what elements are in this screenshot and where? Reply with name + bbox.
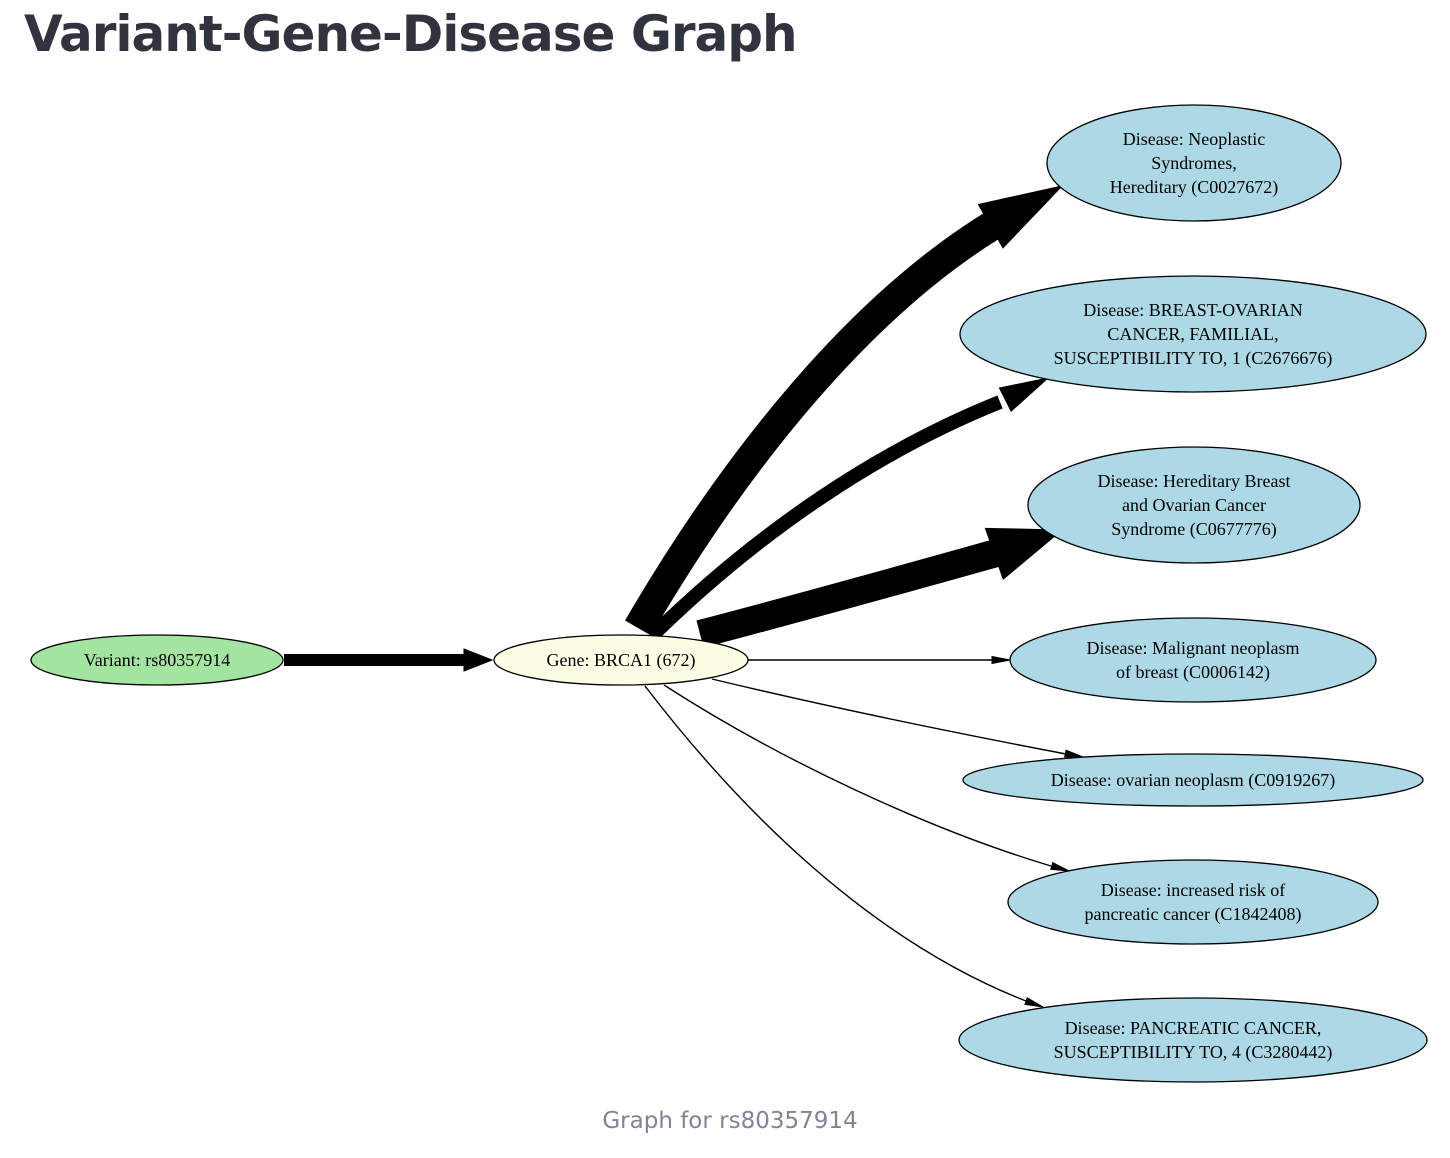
node-label: of breast (C0006142) bbox=[1116, 662, 1270, 683]
disease-node-2[interactable]: Disease: BREAST-OVARIAN CANCER, FAMILIAL,… bbox=[959, 275, 1427, 393]
edge-line bbox=[644, 685, 1027, 1002]
node-shape bbox=[962, 753, 1424, 807]
node-shape bbox=[958, 997, 1428, 1083]
disease-node-6[interactable]: Disease: increased risk of pancreatic can… bbox=[1007, 859, 1379, 945]
node-shape bbox=[1007, 859, 1379, 945]
edge-arrowhead bbox=[984, 527, 1064, 580]
node-label: Gene: BRCA1 (672) bbox=[547, 650, 696, 671]
edge-line bbox=[625, 201, 1018, 636]
node-shape bbox=[959, 275, 1427, 393]
variant-gene-disease-graph: Variant: rs80357914 Gene: BRCA1 (672) Dise… bbox=[30, 104, 1428, 1083]
disease-node-5[interactable]: Disease: ovarian neoplasm (C0919267) bbox=[962, 753, 1424, 807]
graph-caption: Graph for rs80357914 bbox=[602, 1108, 858, 1134]
edge-line bbox=[647, 395, 1003, 641]
node-shape bbox=[1009, 617, 1377, 703]
page-title: Variant-Gene-Disease Graph bbox=[24, 5, 798, 63]
node-label: Disease: BREAST-OVARIAN bbox=[1083, 300, 1303, 320]
node-label: Syndrome (C0677776) bbox=[1111, 519, 1277, 540]
edge-arrowhead bbox=[1024, 997, 1044, 1008]
edge-gene-to-disease-1 bbox=[625, 185, 1064, 636]
node-label: Variant: rs80357914 bbox=[84, 650, 230, 670]
edge-gene-to-disease-6 bbox=[663, 684, 1070, 872]
node-label: Disease: Hereditary Breast bbox=[1098, 471, 1291, 491]
node-label: SUSCEPTIBILITY TO, 4 (C3280442) bbox=[1054, 1042, 1333, 1063]
disease-node-3[interactable]: Disease: Hereditary Breast and Ovarian Ca… bbox=[1027, 446, 1361, 564]
node-label: Syndromes, bbox=[1151, 153, 1237, 173]
edge-gene-to-disease-3 bbox=[696, 527, 1064, 648]
edge-arrowhead bbox=[1050, 861, 1070, 872]
disease-node-1[interactable]: Disease: Neoplastic Syndromes, Hereditary … bbox=[1046, 104, 1342, 222]
node-shape bbox=[1027, 446, 1361, 564]
edge-gene-to-disease-2 bbox=[647, 377, 1050, 641]
node-label: Hereditary (C0027672) bbox=[1110, 177, 1278, 198]
edge-arrowhead bbox=[1064, 749, 1084, 758]
edge-gene-to-disease-5 bbox=[711, 678, 1084, 758]
node-label: Disease: PANCREATIC CANCER, bbox=[1065, 1018, 1322, 1038]
node-label: SUSCEPTIBILITY TO, 1 (C2676676) bbox=[1054, 348, 1333, 369]
node-label: CANCER, FAMILIAL, bbox=[1107, 324, 1278, 344]
node-label: Disease: ovarian neoplasm (C0919267) bbox=[1051, 770, 1335, 791]
node-label: pancreatic cancer (C1842408) bbox=[1085, 904, 1302, 925]
disease-node-4[interactable]: Disease: Malignant neoplasm of breast (C0… bbox=[1009, 617, 1377, 703]
edge-line bbox=[663, 684, 1052, 867]
edge-variant-to-gene bbox=[284, 648, 494, 672]
edge-line bbox=[711, 678, 1067, 755]
variant-node[interactable]: Variant: rs80357914 bbox=[30, 634, 284, 686]
node-label: Disease: increased risk of bbox=[1101, 880, 1285, 900]
edge-arrowhead bbox=[991, 655, 1011, 665]
graph-nodes: Variant: rs80357914 Gene: BRCA1 (672) Dise… bbox=[30, 104, 1428, 1083]
node-shape bbox=[1046, 104, 1342, 222]
node-label: and Ovarian Cancer bbox=[1122, 495, 1266, 515]
node-label: Disease: Neoplastic bbox=[1123, 129, 1265, 149]
edge-arrowhead bbox=[463, 648, 494, 672]
edge-gene-to-disease-7 bbox=[644, 685, 1044, 1008]
node-label: Disease: Malignant neoplasm bbox=[1087, 638, 1300, 658]
graph-edges bbox=[284, 185, 1084, 1008]
edge-arrowhead bbox=[998, 377, 1050, 412]
node-shape bbox=[493, 634, 749, 686]
node-shape bbox=[30, 634, 284, 686]
edge-arrowhead bbox=[977, 185, 1064, 249]
gene-node[interactable]: Gene: BRCA1 (672) bbox=[493, 634, 749, 686]
edge-gene-to-disease-4 bbox=[748, 655, 1011, 665]
disease-node-7[interactable]: Disease: PANCREATIC CANCER, SUSCEPTIBILIT… bbox=[958, 997, 1428, 1083]
edge-line bbox=[696, 538, 1004, 648]
